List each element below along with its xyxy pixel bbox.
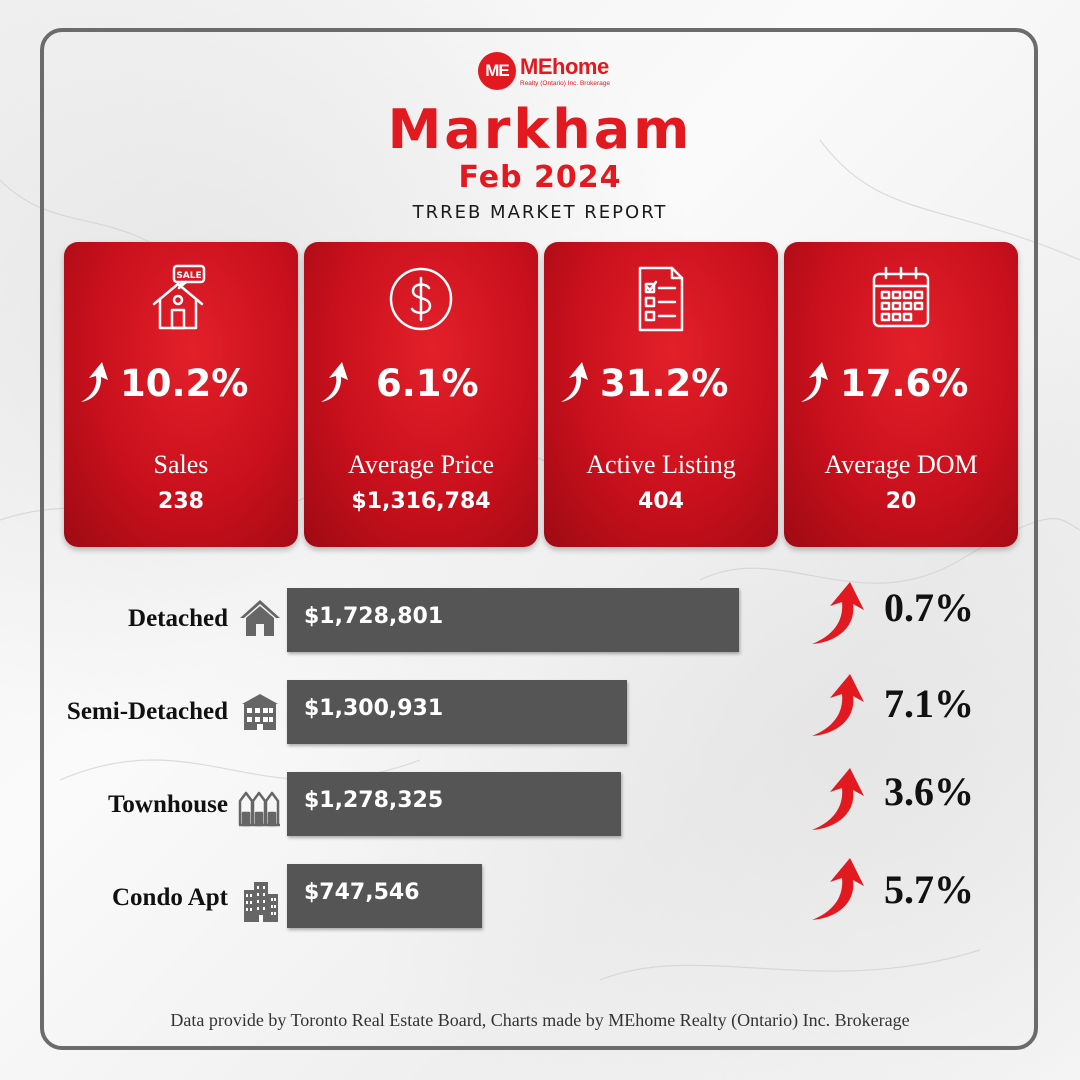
svg-text:SALE: SALE	[176, 271, 201, 281]
house-sale-icon: SALE	[152, 264, 206, 330]
stat-card-active-listing: 31.2% Active Listing 404	[544, 242, 778, 547]
sales-value: 238	[158, 489, 204, 514]
category-label-detached: Detached	[128, 605, 228, 632]
category-label-townhouse: Townhouse	[108, 791, 228, 818]
average-price-change: 6.1%	[376, 362, 479, 405]
change-detached: 0.7%	[884, 585, 974, 630]
up-arrow-icon	[812, 858, 864, 920]
page-title: Markham	[387, 98, 693, 161]
category-label-condo-apt: Condo Apt	[111, 884, 228, 911]
bar-value-label-townhouse: $1,278,325	[304, 788, 444, 813]
up-arrow-icon	[812, 582, 864, 644]
average-price-label: Average Price	[347, 450, 495, 479]
change-condo-apt: 5.7%	[884, 867, 974, 912]
category-label-semi-detached: Semi-Detached	[66, 698, 228, 725]
logo-badge: ME	[478, 52, 516, 90]
report-name: TRREB MARKET REPORT	[412, 202, 668, 223]
up-arrow-icon	[801, 362, 828, 402]
active-listing-label: Active Listing	[586, 450, 736, 479]
townhouse-icon	[238, 791, 280, 827]
average-dom-change: 17.6%	[840, 362, 969, 405]
sales-label: Sales	[153, 450, 209, 479]
bar-value-label-condo-apt: $747,546	[304, 880, 420, 905]
calendar-icon	[872, 266, 930, 328]
up-arrow-icon	[812, 768, 864, 830]
stat-card-average-price: 6.1% Average Price $1,316,784	[304, 242, 538, 547]
stat-card-sales: SALE 10.2% Sales 238	[64, 242, 298, 547]
stat-card-average-dom: 17.6% Average DOM 20	[784, 242, 1018, 547]
up-arrow-icon	[561, 362, 588, 402]
bar-detached	[287, 588, 739, 652]
change-townhouse: 3.6%	[884, 769, 974, 814]
condo-building-icon	[244, 882, 278, 922]
bar-value-label-detached: $1,728,801	[304, 604, 444, 629]
active-listing-change: 31.2%	[600, 362, 729, 405]
up-arrow-icon	[321, 362, 348, 402]
bar-semi-detached	[287, 680, 627, 744]
bar-condo-apt	[287, 864, 482, 928]
report-period: Feb 2024	[458, 160, 622, 195]
logo-subtitle: Realty (Ontario) Inc. Brokerage	[520, 80, 610, 87]
average-dom-label: Average DOM	[824, 450, 978, 479]
detached-house-icon	[240, 600, 280, 636]
up-arrow-icon	[812, 674, 864, 736]
sales-change: 10.2%	[120, 362, 249, 405]
change-semi-detached: 7.1%	[884, 681, 974, 726]
source-footnote: Data provide by Toronto Real Estate Boar…	[170, 1010, 910, 1030]
bar-value-label-semi-detached: $1,300,931	[304, 696, 444, 721]
mehome-logo: ME MEhome Realty (Ontario) Inc. Brokerag…	[478, 52, 618, 94]
bar-townhouse	[287, 772, 621, 836]
active-listing-value: 404	[638, 489, 684, 514]
logo-name: MEhome	[520, 54, 609, 79]
average-dom-value: 20	[885, 489, 917, 514]
semi-detached-icon	[242, 694, 278, 730]
checklist-icon	[638, 266, 684, 332]
up-arrow-icon	[81, 362, 108, 402]
dollar-icon	[389, 267, 453, 331]
content-frame	[40, 28, 1038, 1050]
average-price-value: $1,316,784	[351, 489, 491, 514]
